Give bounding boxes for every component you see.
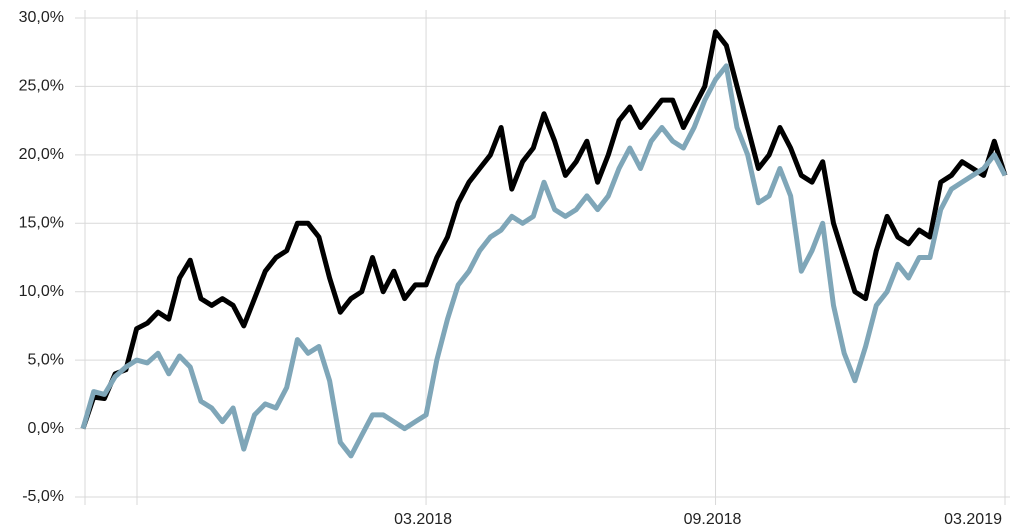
series-line xyxy=(80,63,1008,459)
x-tick-label: 03.2018 xyxy=(394,511,452,528)
y-tick-label: 25,0% xyxy=(19,78,64,95)
y-tick-label: 30,0% xyxy=(19,9,64,26)
x-tick-label: 03.2019 xyxy=(944,511,1002,528)
x-tick-label: 09.2018 xyxy=(684,511,742,528)
series-line xyxy=(80,29,1008,430)
y-tick-label: 10,0% xyxy=(19,283,64,300)
y-tick-label: 20,0% xyxy=(19,146,64,163)
y-tick-label: 15,0% xyxy=(19,215,64,232)
y-tick-label: 0,0% xyxy=(28,420,64,437)
y-tick-label: -5,0% xyxy=(22,488,64,505)
y-tick-label: 5,0% xyxy=(28,351,64,368)
